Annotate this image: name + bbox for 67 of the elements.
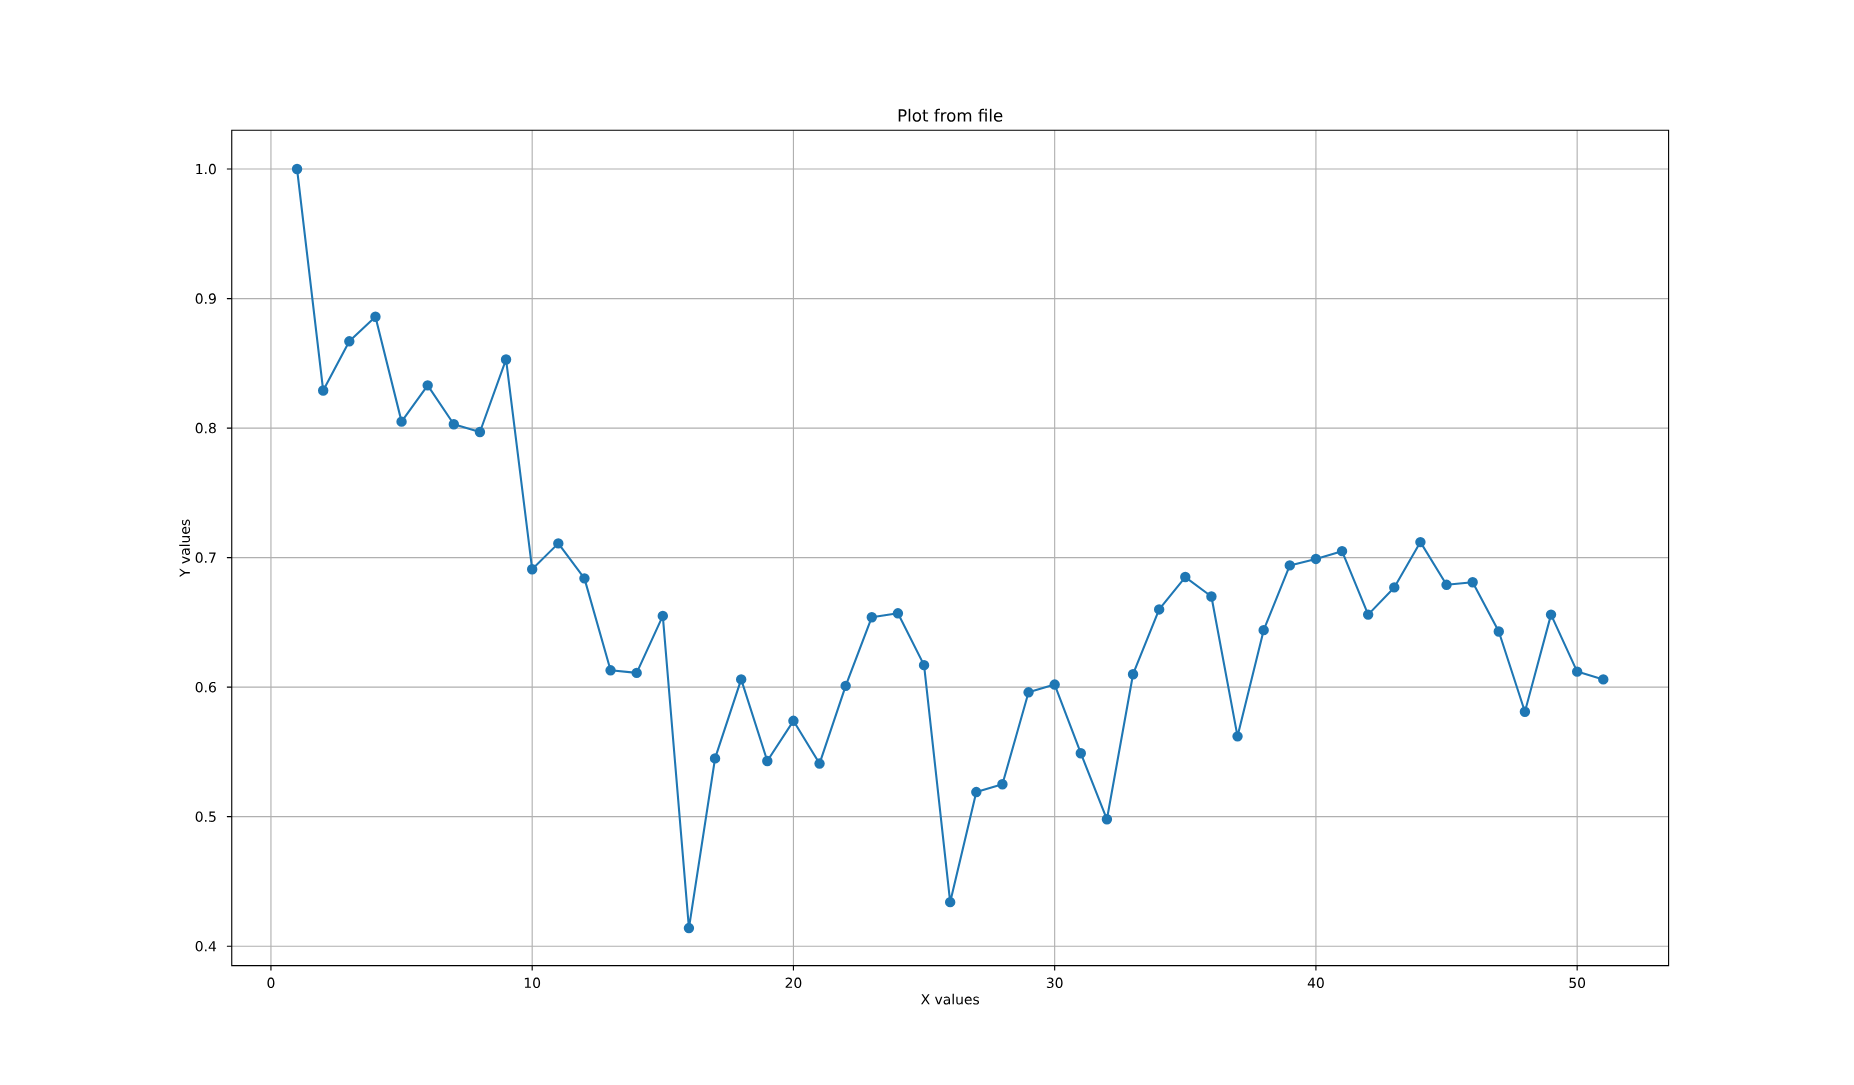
x-tick-label: 50 — [1569, 977, 1586, 989]
point — [1441, 579, 1452, 591]
point — [370, 311, 381, 322]
x-tick-label: 20 — [785, 977, 802, 989]
point — [631, 667, 642, 679]
point — [997, 779, 1008, 790]
y-tick-label: 0.5 — [195, 811, 216, 822]
chart-title: Plot from file — [898, 108, 1003, 122]
point — [526, 564, 538, 575]
point — [1493, 626, 1504, 637]
point — [1598, 674, 1609, 685]
point — [1153, 604, 1165, 615]
x-tick-label: 10 — [524, 977, 541, 989]
point — [657, 610, 669, 622]
point — [1232, 731, 1243, 742]
point — [709, 753, 721, 764]
point — [1180, 571, 1191, 583]
point — [1519, 706, 1531, 717]
point — [422, 380, 433, 391]
x-tick-label: 0 — [267, 977, 275, 989]
point — [892, 608, 904, 619]
point — [605, 665, 616, 676]
point — [918, 659, 930, 671]
point — [396, 416, 407, 427]
point — [866, 612, 878, 623]
point — [1389, 582, 1400, 593]
point — [1101, 814, 1113, 825]
point — [1206, 591, 1217, 602]
point — [1310, 553, 1322, 565]
point — [553, 538, 564, 549]
point — [1284, 560, 1295, 571]
point — [579, 573, 590, 584]
point — [344, 336, 355, 347]
point — [1023, 687, 1034, 698]
y-tick-label: 1.0 — [196, 163, 216, 175]
y-tick-label: 0.6 — [195, 681, 216, 693]
point — [840, 680, 851, 692]
point — [1258, 624, 1269, 636]
y-tick-label: 0.9 — [195, 293, 216, 304]
point — [500, 354, 512, 365]
point — [971, 786, 982, 798]
point — [735, 674, 747, 685]
x-tick-label: 40 — [1307, 977, 1324, 989]
point — [1362, 609, 1374, 620]
point — [788, 715, 799, 727]
point — [1415, 536, 1426, 548]
y-tick-label: 0.8 — [195, 422, 216, 434]
point — [814, 758, 825, 769]
point — [944, 896, 956, 908]
point — [1075, 748, 1086, 759]
point — [1127, 669, 1139, 680]
point — [291, 163, 303, 175]
x-axis-title: X values — [921, 993, 980, 1005]
point — [1336, 545, 1348, 557]
point — [762, 755, 773, 767]
point — [474, 426, 486, 438]
point — [317, 385, 329, 396]
y-axis-title: Y values — [179, 519, 191, 577]
point — [1049, 679, 1060, 690]
point — [448, 419, 460, 430]
point — [1571, 666, 1583, 677]
y-tick-label: 0.7 — [195, 552, 216, 563]
point — [1467, 577, 1478, 588]
x-tick-label: 30 — [1046, 977, 1063, 989]
y-tick-label: 0.4 — [195, 940, 217, 952]
point — [683, 922, 695, 934]
point — [1545, 609, 1557, 620]
